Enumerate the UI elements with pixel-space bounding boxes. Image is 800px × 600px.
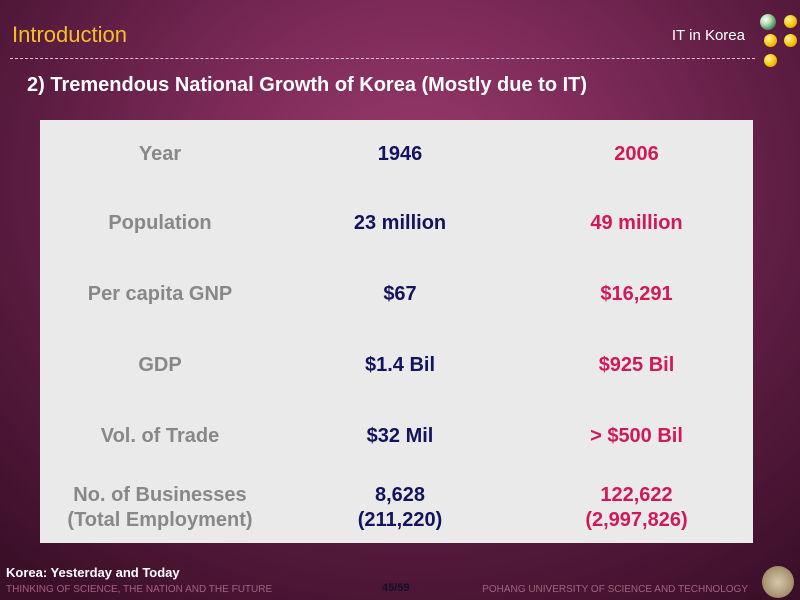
- table-row: Per capita GNP $67 $16,291: [40, 282, 753, 307]
- university-seal-icon: [762, 566, 794, 598]
- header-year-2006: 2006: [614, 143, 659, 165]
- yellow-dot-icon: [784, 34, 797, 47]
- value-2006: > $500 Bil: [590, 425, 683, 447]
- row-label: Vol. of Trade: [100, 425, 220, 447]
- university-name: POHANG UNIVERSITY OF SCIENCE AND TECHNOL…: [482, 584, 748, 595]
- table-header-row: Year 1946 2006: [40, 142, 753, 167]
- slide-subtitle: 2) Tremendous National Growth of Korea (…: [27, 74, 588, 96]
- row-label-line1: No. of Businesses: [73, 484, 247, 506]
- value-1946: $67: [383, 283, 417, 305]
- footer-tagline: THINKING OF SCIENCE, THE NATION AND THE …: [6, 584, 273, 595]
- page-number: 45/59: [382, 582, 410, 594]
- row-label: Population: [108, 212, 212, 234]
- value-1946: 8,628 (211,220): [280, 483, 520, 533]
- header-label: Year: [138, 143, 182, 165]
- row-label: GDP: [138, 354, 182, 376]
- decorative-dots: [758, 12, 800, 72]
- header-divider: [10, 58, 755, 59]
- yellow-dot-icon: [764, 34, 777, 47]
- table-row: Population 23 million 49 million: [40, 211, 753, 236]
- globe-icon: [760, 14, 776, 30]
- value-1946: $32 Mil: [366, 425, 434, 447]
- table-row: No. of Businesses (Total Employment) 8,6…: [40, 483, 753, 533]
- value-1946: 23 million: [353, 212, 447, 234]
- value-2006-line1: 122,622: [600, 484, 673, 506]
- value-2006: $16,291: [600, 283, 673, 305]
- header-year-1946: 1946: [377, 143, 423, 165]
- slide-title: Introduction: [12, 22, 127, 47]
- section-label: IT in Korea: [671, 27, 745, 44]
- value-1946: $1.4 Bil: [364, 354, 436, 376]
- yellow-dot-icon: [764, 54, 777, 67]
- value-2006: $925 Bil: [598, 354, 675, 376]
- comparison-table: Year 1946 2006 Population 23 million 49 …: [40, 120, 753, 543]
- row-label: No. of Businesses (Total Employment): [40, 483, 280, 533]
- value-2006: 122,622 (2,997,826): [520, 483, 753, 533]
- value-2006-line2: (2,997,826): [585, 509, 688, 531]
- value-1946-line1: 8,628: [374, 484, 426, 506]
- row-label: Per capita GNP: [87, 283, 233, 305]
- yellow-dot-icon: [784, 15, 797, 28]
- table-row: Vol. of Trade $32 Mil > $500 Bil: [40, 424, 753, 449]
- table-row: GDP $1.4 Bil $925 Bil: [40, 353, 753, 378]
- value-1946-line2: (211,220): [357, 509, 443, 531]
- row-label-line2: (Total Employment): [67, 509, 253, 531]
- presentation-title: Korea: Yesterday and Today: [6, 565, 180, 580]
- value-2006: 49 million: [590, 212, 683, 234]
